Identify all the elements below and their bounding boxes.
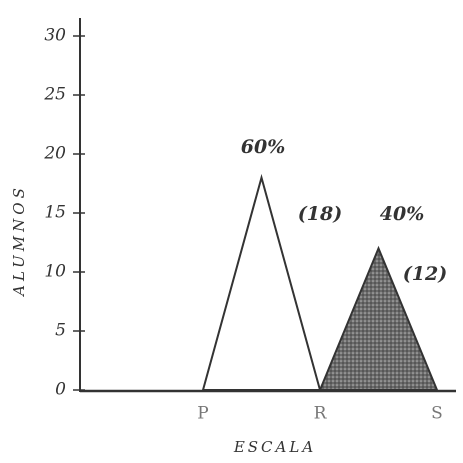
y-tick-label: 15 <box>44 203 66 223</box>
y-axis-label: ALUMNOS <box>10 184 28 298</box>
area <box>201 173 322 391</box>
x-tick-label: R <box>314 404 328 424</box>
y-tick-label: 25 <box>43 85 66 105</box>
y-tick-label: 30 <box>44 26 66 46</box>
annotation: 60% <box>241 136 286 158</box>
value-label: (12) <box>403 263 447 285</box>
y-tick-label: 0 <box>55 380 66 400</box>
annotation: 40% <box>380 203 425 225</box>
area <box>318 245 439 391</box>
x-tick-label: P <box>197 404 208 424</box>
x-axis-label: ESCALA <box>233 438 316 456</box>
y-tick-label: 20 <box>43 144 66 164</box>
value-label: (18) <box>298 203 342 225</box>
x-tick-label: S <box>431 404 443 424</box>
y-tick-label: 10 <box>44 262 66 282</box>
y-tick-label: 5 <box>55 321 66 341</box>
